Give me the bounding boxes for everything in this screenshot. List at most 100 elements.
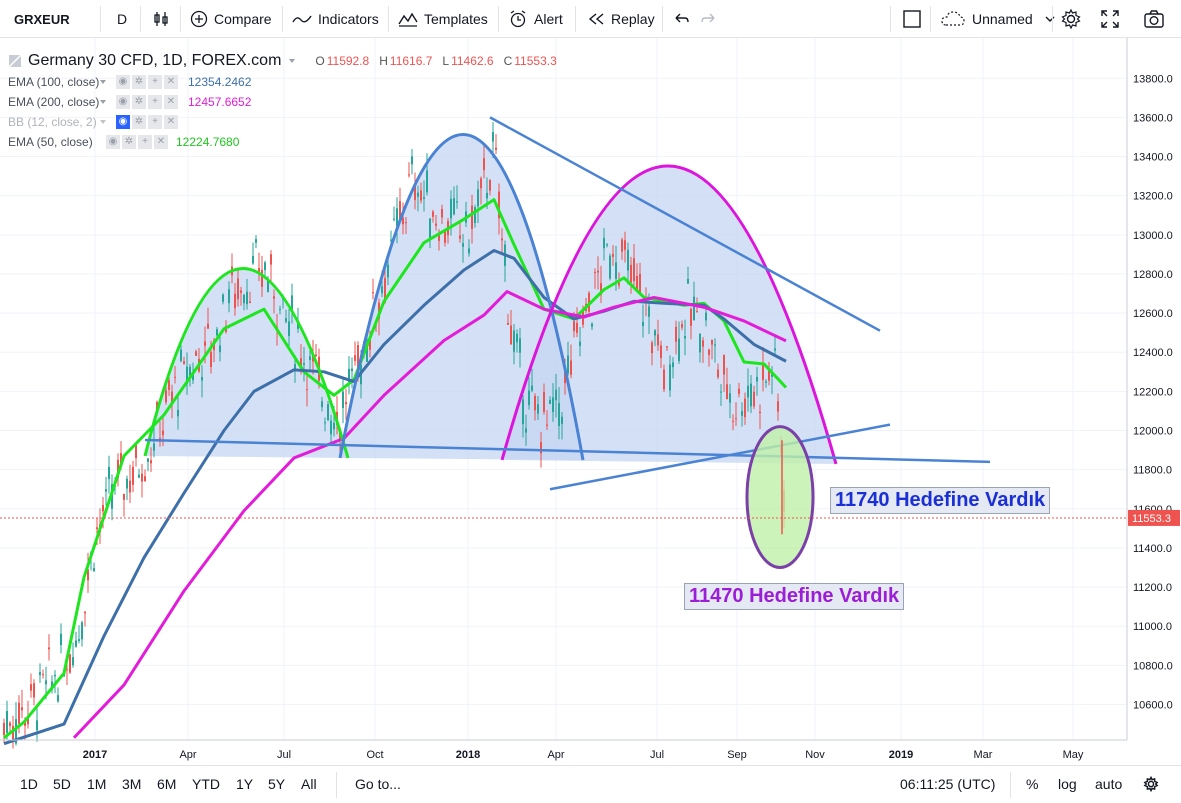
candle-body [348, 368, 350, 382]
target-ellipse[interactable] [745, 425, 815, 570]
close-icon[interactable]: ✕ [164, 115, 178, 129]
neckline[interactable] [144, 438, 991, 464]
collapse-icon[interactable] [8, 54, 22, 68]
legend-bb-row[interactable]: BB (12, close, 2) ◉ ✲ + ✕ [8, 113, 180, 131]
camera-icon [1144, 10, 1164, 28]
ascending-trendline[interactable] [549, 423, 891, 491]
candle-body [633, 258, 635, 282]
price-chart[interactable]: 10600.010800.011000.011200.011400.011600… [0, 38, 1181, 765]
legend-ema50-row[interactable]: EMA (50, close) ◉ ✲ + ✕ 12224.7680 [8, 133, 239, 151]
close-icon[interactable]: ✕ [164, 75, 178, 89]
indicator-controls[interactable]: ◉ ✲ + ✕ [116, 115, 180, 129]
chevron-down-icon[interactable] [98, 97, 108, 107]
gear-icon[interactable]: ✲ [132, 95, 146, 109]
indicator-controls[interactable]: ◉ ✲ + ✕ [106, 135, 170, 149]
ema100-label: EMA (100, close) [8, 75, 100, 89]
eye-icon[interactable]: ◉ [106, 135, 120, 149]
clock[interactable]: 06:11:25 (UTC) [900, 766, 995, 802]
chevron-down-icon[interactable] [98, 77, 108, 87]
range-button-ytd[interactable]: YTD [192, 776, 220, 792]
target-callout-11470[interactable]: 11470 Hedefine Vardık [684, 583, 905, 610]
log-toggle[interactable]: log [1058, 766, 1077, 802]
compare-button[interactable]: Compare [190, 0, 272, 38]
candle-body [246, 291, 248, 305]
close-icon[interactable]: ✕ [164, 95, 178, 109]
range-button-5y[interactable]: 5Y [268, 776, 286, 792]
goto-button[interactable]: Go to... [355, 766, 401, 802]
candle-body [477, 189, 479, 207]
plus-icon[interactable]: + [148, 115, 162, 129]
fullscreen-button[interactable] [1100, 0, 1126, 38]
candle-body [57, 695, 59, 702]
legend-ema200-row[interactable]: EMA (200, close) ◉ ✲ + ✕ 12457.6652 [8, 93, 251, 111]
candle-body [309, 356, 311, 361]
gear-icon[interactable]: ✲ [122, 135, 136, 149]
chevron-down-icon[interactable] [98, 117, 108, 127]
gear-icon[interactable]: ✲ [132, 75, 146, 89]
descending-trendline[interactable] [489, 116, 881, 332]
layout-menu[interactable]: Unnamed [940, 0, 1063, 38]
symbol-search[interactable]: GRXEUR [14, 0, 70, 38]
head-arc[interactable] [338, 132, 585, 461]
fullscreen-toggle[interactable] [902, 0, 928, 38]
candle-body [423, 197, 425, 199]
eye-icon[interactable]: ◉ [116, 95, 130, 109]
candle-body [267, 280, 269, 293]
candle-body [219, 345, 221, 353]
undo-button[interactable] [672, 0, 696, 38]
range-button-all[interactable]: All [301, 776, 317, 792]
candle-body [102, 505, 104, 512]
range-button-1d[interactable]: 1D [20, 776, 38, 792]
bb-label: BB (12, close, 2) [8, 115, 97, 129]
chevron-down-icon[interactable] [287, 56, 297, 66]
settings-button[interactable] [1060, 0, 1088, 38]
right-shoulder-arc[interactable] [500, 164, 838, 465]
chart-area[interactable]: 10600.0 10800.0 11000.0 11200.0 11400.0 11600… [0, 38, 1181, 765]
bottom-toolbar: 1D 5D 1M 3M 6M YTD 1Y 5Y All Go to... 06:11:25 (… [0, 765, 1181, 803]
auto-label: auto [1095, 776, 1123, 792]
candle-body [183, 361, 185, 364]
range-button-3m[interactable]: 3M [122, 776, 142, 792]
range-button-1m[interactable]: 1M [87, 776, 107, 792]
auto-toggle[interactable]: auto [1095, 766, 1122, 802]
snapshot-button[interactable] [1143, 0, 1171, 38]
chart-style-button[interactable] [152, 0, 176, 38]
high-value: 11616.7 [389, 54, 433, 68]
candle-body [486, 192, 488, 199]
candle-body [9, 722, 11, 727]
interval-button[interactable]: D [117, 0, 127, 38]
open-label: O [315, 54, 325, 68]
range-button-1y[interactable]: 1Y [236, 776, 254, 792]
left-shoulder-arc[interactable] [143, 267, 350, 459]
candles-icon [154, 12, 168, 26]
plus-circle-icon [190, 10, 208, 28]
indicator-controls[interactable]: ◉ ✲ + ✕ [116, 95, 180, 109]
plus-icon[interactable]: + [148, 95, 162, 109]
eye-off-icon[interactable]: ◉ [116, 115, 130, 129]
plus-icon[interactable]: + [138, 135, 152, 149]
range-button-5d[interactable]: 5D [53, 776, 71, 792]
indicator-controls[interactable]: ◉ ✲ + ✕ [116, 75, 180, 89]
price-axis[interactable] [1127, 38, 1181, 740]
close-icon[interactable]: ✕ [154, 135, 168, 149]
replay-button[interactable]: Replay [587, 0, 655, 38]
indicators-button[interactable]: Indicators [292, 0, 379, 38]
scale-settings-button[interactable] [1143, 766, 1159, 802]
time-tick-label: 2019 [889, 749, 913, 761]
gear-icon[interactable]: ✲ [132, 115, 146, 129]
percent-toggle[interactable]: % [1026, 766, 1038, 802]
plus-icon[interactable]: + [148, 75, 162, 89]
alert-button[interactable]: Alert [508, 0, 563, 38]
target-callout-11740[interactable]: 11740 Hedefine Vardık [830, 487, 1051, 514]
range-button-6m[interactable]: 6M [157, 776, 177, 792]
legend-ema100-row[interactable]: EMA (100, close) ◉ ✲ + ✕ 12354.2462 [8, 73, 251, 91]
redo-button[interactable] [700, 0, 724, 38]
candle-body [192, 372, 194, 381]
candle-body [639, 273, 641, 294]
candle-body [762, 364, 764, 381]
candle-body [729, 393, 731, 403]
candle-body [672, 362, 674, 368]
eye-icon[interactable]: ◉ [116, 75, 130, 89]
candle-body [399, 201, 401, 222]
templates-button[interactable]: Templates [398, 0, 488, 38]
